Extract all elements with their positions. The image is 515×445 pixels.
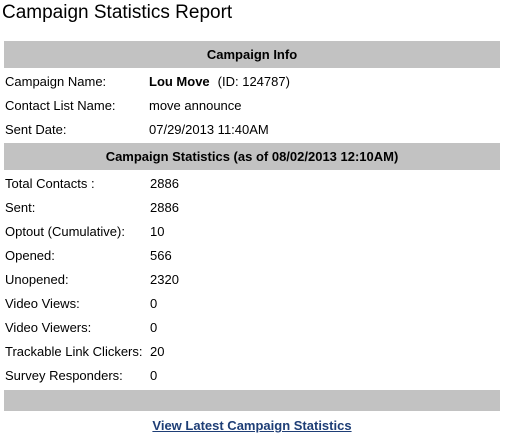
stat-row: Unopened: 2320	[4, 268, 500, 292]
stat-label: Survey Responders:	[5, 368, 123, 383]
campaign-name-label: Campaign Name:	[5, 74, 107, 89]
stat-value: 2886	[150, 200, 179, 215]
campaign-stats-header: Campaign Statistics (as of 08/02/2013 12…	[4, 143, 500, 170]
sent-date-row: Sent Date: 07/29/2013 11:40AM	[4, 118, 500, 142]
stat-row: Video Viewers: 0	[4, 316, 500, 340]
campaign-id: (ID: 124787)	[217, 74, 290, 89]
report-table: Campaign Info Campaign Name: Lou Move (ID…	[4, 41, 500, 435]
stat-label: Unopened:	[5, 272, 69, 287]
stat-label: Opened:	[5, 248, 55, 263]
contact-list-row: Contact List Name: move announce	[4, 94, 500, 118]
stat-label: Video Viewers:	[5, 320, 92, 335]
stat-row: Survey Responders: 0	[4, 364, 500, 388]
stat-value: 10	[150, 224, 165, 239]
contact-list-label: Contact List Name:	[5, 98, 116, 113]
footer-bar	[4, 390, 500, 411]
stat-label: Sent:	[5, 200, 36, 215]
contact-list-value: move announce	[149, 98, 242, 113]
stat-value: 0	[150, 320, 158, 335]
campaign-info-header: Campaign Info	[4, 41, 500, 68]
stat-row: Total Contacts : 2886	[4, 172, 500, 196]
stat-value: 0	[150, 296, 158, 311]
stat-label: Optout (Cumulative):	[5, 224, 125, 239]
campaign-name-row: Campaign Name: Lou Move (ID: 124787)	[4, 70, 500, 94]
page-title: Campaign Statistics Report	[2, 2, 233, 23]
view-latest-stats-link[interactable]: View Latest Campaign Statistics	[152, 418, 352, 433]
stat-row: Video Views: 0	[4, 292, 500, 316]
sent-date-value: 07/29/2013 11:40AM	[149, 122, 269, 137]
campaign-name-value: Lou Move (ID: 124787)	[149, 70, 290, 94]
campaign-name: Lou Move	[149, 74, 210, 89]
stat-row: Trackable Link Clickers: 20	[4, 340, 500, 364]
stat-row: Opened: 566	[4, 244, 500, 268]
stat-label: Total Contacts :	[5, 176, 95, 191]
stat-value: 0	[150, 368, 158, 383]
stat-row: Sent: 2886	[4, 196, 500, 220]
stat-value: 20	[150, 344, 165, 359]
stat-value: 2886	[150, 176, 179, 191]
stat-label: Trackable Link Clickers:	[5, 344, 143, 359]
stats-list: Total Contacts : 2886 Sent: 2886 Optout …	[4, 172, 500, 388]
stat-value: 566	[150, 248, 172, 263]
stat-row: Optout (Cumulative): 10	[4, 220, 500, 244]
sent-date-label: Sent Date:	[5, 122, 67, 137]
stat-label: Video Views:	[5, 296, 80, 311]
stat-value: 2320	[150, 272, 179, 287]
